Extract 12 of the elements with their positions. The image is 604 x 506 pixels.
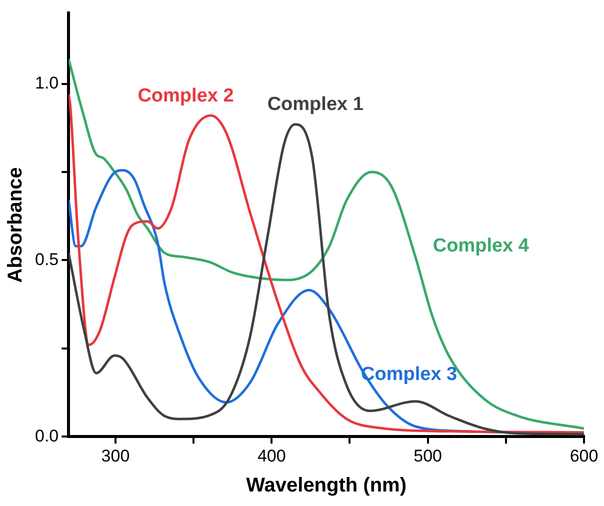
y-tick-label: 0.5	[34, 250, 59, 269]
x-tick-label: 600	[570, 446, 598, 466]
x-tick-label: 500	[414, 446, 442, 466]
y-axis-title: Absorbance	[4, 167, 27, 283]
y-tick-label: 0.0	[34, 426, 59, 446]
series-label: Complex 1	[267, 94, 364, 116]
y-tick-label: 1.0	[34, 73, 59, 92]
series-label: Complex 4	[432, 235, 530, 256]
x-axis-title: Wavelength (nm)	[246, 474, 407, 497]
x-tick-label: 300	[101, 446, 130, 466]
x-tick-label: 400	[257, 446, 286, 466]
series-label: Complex 2	[138, 85, 234, 106]
